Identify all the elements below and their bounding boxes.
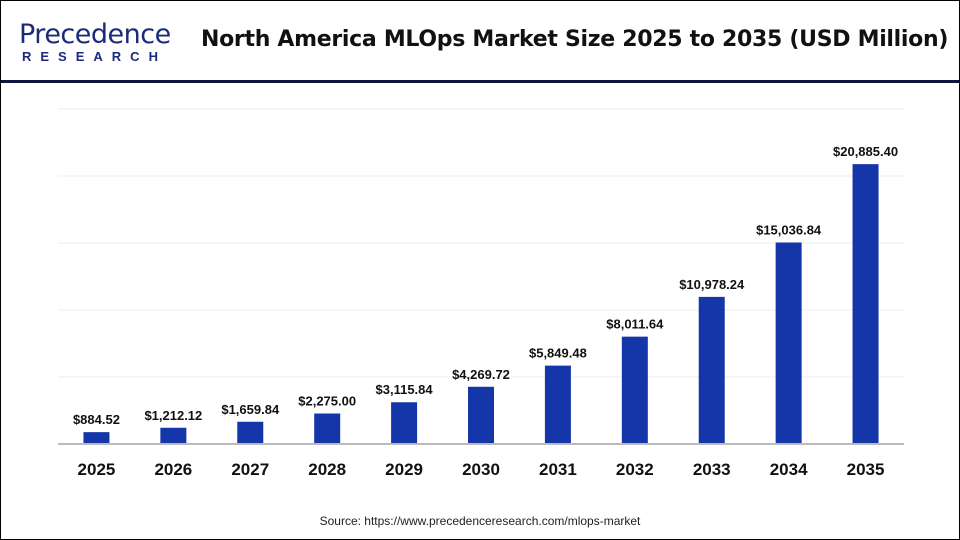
header: Precedence RESEARCH North America MLOps …: [1, 1, 959, 83]
x-tick-label: 2031: [539, 460, 577, 479]
x-tick-label: 2028: [308, 460, 346, 479]
bar-2028: [314, 413, 341, 444]
bar-2031: [544, 365, 571, 444]
bar-2035: [852, 164, 879, 445]
precedence-research-logo: Precedence RESEARCH: [19, 19, 171, 65]
data-label: $884.52: [73, 412, 120, 427]
x-tick-label: 2025: [78, 460, 116, 479]
bar-2025: [83, 432, 110, 444]
source-note: Source: https://www.precedenceresearch.c…: [319, 514, 641, 528]
x-tick-label: 2026: [154, 460, 192, 479]
x-tick-label: 2030: [462, 460, 500, 479]
x-tick-label: 2032: [616, 460, 654, 479]
data-label: $10,978.24: [679, 277, 745, 292]
chart-title: North America MLOps Market Size 2025 to …: [201, 27, 949, 52]
bar-2034: [775, 242, 802, 444]
x-tick-label: 2027: [231, 460, 269, 479]
data-label: $20,885.40: [833, 144, 898, 159]
logo-top-text: Precedence: [19, 19, 171, 50]
data-label: $2,275.00: [298, 394, 356, 409]
x-tick-label: 2029: [385, 460, 423, 479]
x-tick-label: 2034: [770, 460, 808, 479]
data-label: $5,849.48: [529, 346, 587, 361]
data-label: $8,011.64: [606, 317, 664, 332]
data-label: $1,212.12: [144, 408, 202, 423]
data-label: $3,115.84: [376, 382, 434, 397]
data-label: $4,269.72: [452, 367, 510, 382]
data-label: $15,036.84: [756, 223, 822, 238]
bar-2030: [468, 386, 494, 444]
bar-2026: [160, 427, 187, 444]
bar-2029: [391, 402, 418, 444]
x-tick-label: 2035: [847, 460, 885, 479]
bar-2027: [237, 421, 264, 444]
data-label: $1,659.84: [221, 402, 280, 417]
logo-bottom-text: RESEARCH: [22, 49, 167, 64]
x-tick-label: 2033: [693, 460, 731, 479]
bar-2032: [621, 336, 648, 444]
bar-2033: [698, 296, 725, 444]
